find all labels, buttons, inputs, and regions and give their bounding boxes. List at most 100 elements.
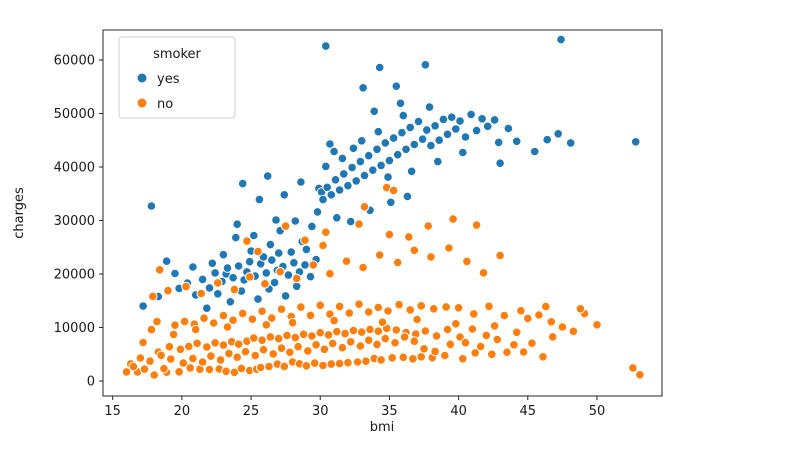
data-point-yes (355, 156, 366, 167)
data-point-yes (254, 194, 265, 205)
data-point-no (373, 326, 384, 337)
data-point-yes (265, 239, 276, 250)
data-point-no (163, 285, 173, 296)
legend-title: smoker (153, 47, 201, 62)
data-point-yes (460, 132, 471, 142)
data-point-no (419, 344, 429, 354)
data-point-yes (337, 153, 348, 164)
data-point-no (399, 332, 410, 342)
data-point-no (489, 321, 500, 331)
data-point-no (356, 327, 367, 337)
data-point-no (355, 341, 366, 351)
data-point-no (383, 306, 393, 316)
x-tick-label: 45 (520, 404, 537, 419)
data-point-no (233, 339, 244, 350)
data-point-no (426, 252, 436, 262)
data-point-no (394, 299, 404, 310)
data-point-no (145, 356, 155, 367)
data-point-yes (424, 102, 435, 112)
data-point-no (337, 342, 348, 353)
data-point-yes (373, 126, 384, 137)
data-point-no (258, 344, 269, 355)
data-point-no (502, 347, 512, 358)
data-point-no (152, 316, 162, 327)
data-point-no (509, 340, 519, 350)
data-point-no (363, 307, 374, 317)
y-tick-label: 0 (87, 375, 95, 390)
x-axis-label: bmi (370, 420, 395, 435)
x-tick-label: 30 (312, 404, 329, 419)
data-point-no (213, 278, 223, 288)
data-point-no (268, 349, 279, 359)
data-point-no (280, 221, 291, 231)
data-point-yes (207, 258, 218, 269)
data-point-yes (146, 201, 157, 211)
data-point-no (300, 235, 310, 245)
data-point-no (285, 347, 295, 358)
data-point-yes (204, 283, 215, 293)
data-point-no (534, 310, 544, 320)
data-point-yes (406, 166, 417, 177)
data-point-yes (386, 197, 396, 208)
y-tick-label: 10000 (54, 321, 95, 336)
data-point-no (261, 320, 272, 330)
data-point-yes (358, 83, 368, 93)
data-point-no (358, 262, 368, 273)
data-point-no (412, 314, 422, 325)
data-point-yes (434, 135, 445, 145)
data-point-no (361, 356, 371, 367)
data-point-yes (334, 185, 345, 195)
data-point-yes (489, 115, 500, 125)
data-point-yes (368, 165, 378, 175)
data-point-yes (630, 137, 641, 147)
data-point-yes (325, 139, 335, 149)
data-point-no (390, 338, 400, 348)
data-point-no (359, 202, 370, 212)
data-point-no (487, 349, 497, 360)
data-point-no (499, 310, 510, 321)
data-point-no (260, 279, 270, 289)
data-point-yes (345, 216, 356, 227)
data-point-no (156, 350, 166, 361)
data-point-yes (383, 172, 393, 182)
legend-marker-no (136, 97, 148, 109)
y-tick-label: 40000 (54, 160, 95, 175)
data-point-no (354, 299, 364, 310)
y-tick-label: 20000 (54, 268, 95, 283)
data-point-yes (405, 122, 416, 133)
data-point-no (448, 214, 458, 224)
y-axis-label: charges (12, 187, 27, 239)
data-point-yes (458, 147, 468, 158)
points-layer (121, 34, 645, 380)
data-point-no (380, 333, 391, 344)
data-point-no (428, 304, 439, 314)
data-point-no (404, 232, 414, 242)
data-point-yes (495, 158, 505, 168)
data-point-no (315, 327, 326, 338)
data-point-yes (290, 216, 301, 226)
data-point-yes (347, 162, 357, 173)
data-point-yes (271, 215, 281, 225)
x-tick-label: 40 (450, 404, 467, 419)
data-point-no (518, 347, 529, 357)
data-point-no (387, 353, 398, 363)
data-point-no (287, 317, 298, 328)
data-point-no (282, 330, 292, 341)
data-point-no (222, 322, 233, 332)
data-point-yes (417, 134, 428, 144)
data-point-no (218, 340, 229, 350)
data-point-no (344, 308, 355, 318)
data-point-no (460, 337, 471, 348)
data-point-yes (426, 140, 436, 151)
data-point-no (523, 313, 533, 324)
data-point-no (340, 328, 350, 339)
data-point-no (325, 268, 335, 279)
data-point-no (516, 305, 526, 316)
data-point-no (128, 361, 139, 372)
data-point-yes (392, 149, 403, 160)
data-point-yes (413, 116, 424, 127)
y-tick-label: 30000 (54, 214, 95, 229)
data-point-no (462, 256, 472, 267)
data-point-yes (291, 281, 302, 292)
